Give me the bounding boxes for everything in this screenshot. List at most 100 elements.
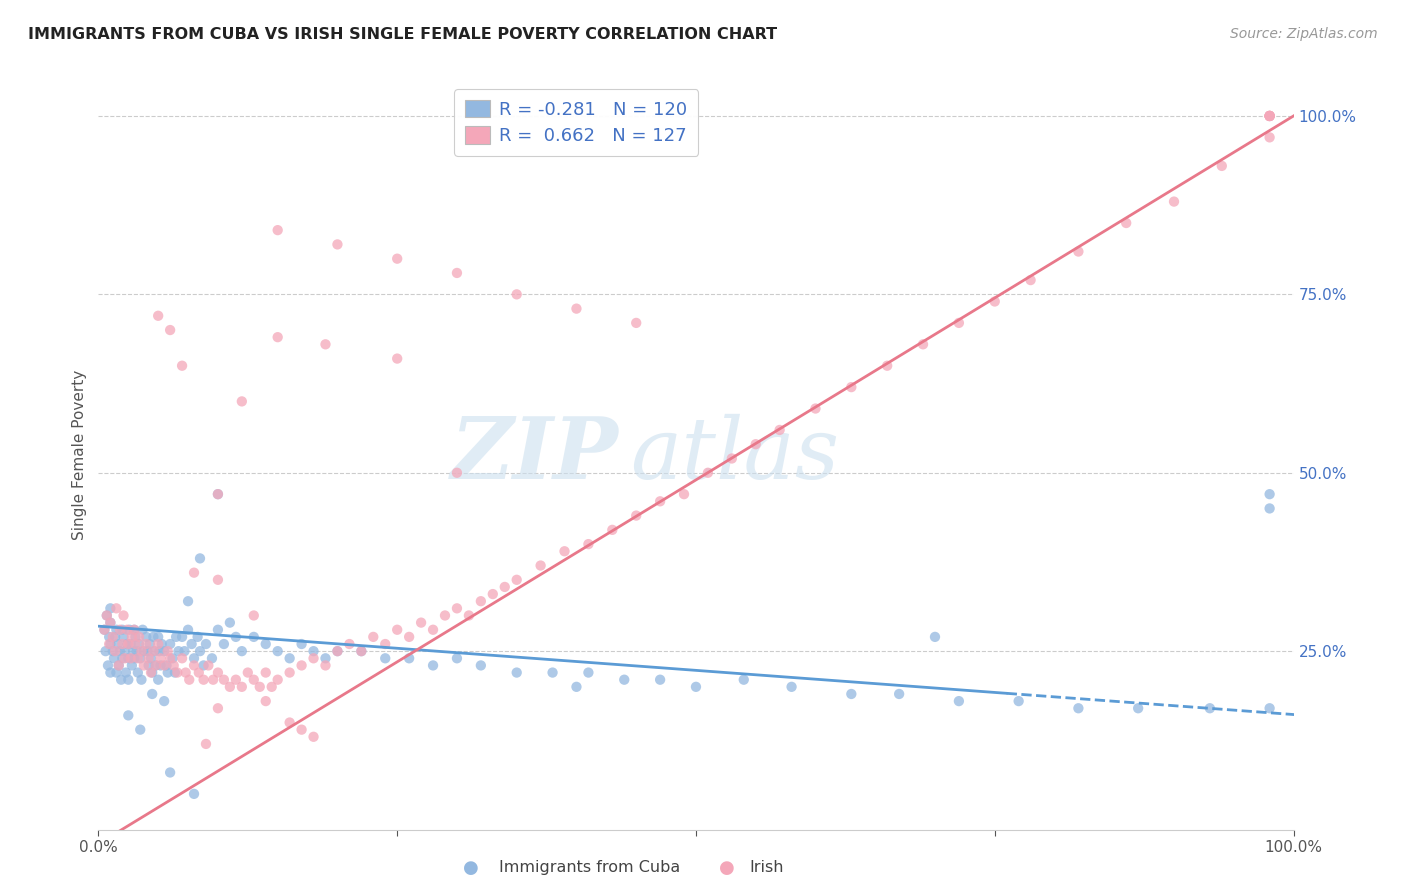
Point [924, 630, 946, 644]
Point [128, 637, 150, 651]
Point [350, 644, 373, 658]
Point [115, 637, 138, 651]
Point [411, 615, 433, 630]
Point [697, 466, 720, 480]
Point [267, 330, 290, 344]
Point [98, 630, 121, 644]
Point [291, 658, 314, 673]
Point [219, 680, 242, 694]
Point [172, 630, 194, 644]
Point [127, 651, 149, 665]
Point [129, 651, 152, 665]
Point [159, 765, 181, 780]
Point [721, 451, 744, 466]
Point [98, 615, 122, 630]
Point [120, 651, 142, 665]
Point [107, 658, 129, 673]
Point [180, 637, 202, 651]
Point [1258, 109, 1281, 123]
Point [121, 630, 143, 644]
Point [98, 637, 121, 651]
Point [249, 680, 271, 694]
Point [197, 658, 219, 673]
Point [541, 665, 564, 680]
Point [254, 637, 277, 651]
Point [114, 644, 136, 658]
Point [167, 644, 190, 658]
Point [172, 651, 194, 665]
Point [188, 551, 211, 566]
Point [165, 630, 187, 644]
Text: ●: ● [718, 859, 735, 877]
Point [422, 658, 444, 673]
Point [374, 651, 396, 665]
Point [188, 644, 211, 658]
Point [118, 623, 141, 637]
Point [804, 401, 827, 416]
Point [174, 665, 197, 680]
Point [148, 673, 170, 687]
Point [1258, 501, 1281, 516]
Point [780, 680, 803, 694]
Point [142, 644, 165, 658]
Point [889, 687, 911, 701]
Point [159, 323, 181, 337]
Point [98, 615, 122, 630]
Point [149, 651, 172, 665]
Point [162, 651, 184, 665]
Point [187, 630, 209, 644]
Point [458, 608, 481, 623]
Point [1008, 694, 1031, 708]
Point [626, 508, 648, 523]
Point [470, 658, 492, 673]
Point [195, 637, 218, 651]
Point [1163, 194, 1185, 209]
Point [506, 287, 529, 301]
Point [124, 623, 146, 637]
Point [267, 644, 290, 658]
Point [117, 637, 139, 651]
Point [326, 644, 349, 658]
Point [326, 644, 349, 658]
Point [434, 608, 457, 623]
Point [105, 623, 128, 637]
Point [398, 651, 420, 665]
Point [446, 601, 468, 615]
Point [219, 615, 242, 630]
Point [183, 658, 205, 673]
Point [602, 523, 624, 537]
Point [149, 658, 172, 673]
Point [135, 637, 157, 651]
Point [114, 651, 136, 665]
Point [243, 673, 266, 687]
Point [132, 658, 155, 673]
Point [231, 680, 253, 694]
Point [876, 359, 898, 373]
Point [104, 630, 127, 644]
Point [120, 637, 142, 651]
Point [446, 651, 468, 665]
Point [153, 658, 176, 673]
Point [291, 637, 314, 651]
Point [117, 708, 139, 723]
Point [124, 651, 146, 665]
Point [159, 637, 181, 651]
Point [446, 466, 468, 480]
Point [111, 623, 134, 637]
Point [315, 337, 337, 351]
Point [98, 637, 122, 651]
Point [363, 630, 385, 644]
Point [578, 537, 600, 551]
Point [278, 651, 301, 665]
Point [163, 665, 186, 680]
Point [177, 623, 200, 637]
Point [115, 665, 138, 680]
Point [385, 351, 409, 366]
Point [422, 623, 444, 637]
Point [112, 630, 135, 644]
Point [207, 623, 229, 637]
Point [141, 687, 163, 701]
Point [101, 630, 124, 644]
Point [145, 658, 167, 673]
Point [105, 665, 128, 680]
